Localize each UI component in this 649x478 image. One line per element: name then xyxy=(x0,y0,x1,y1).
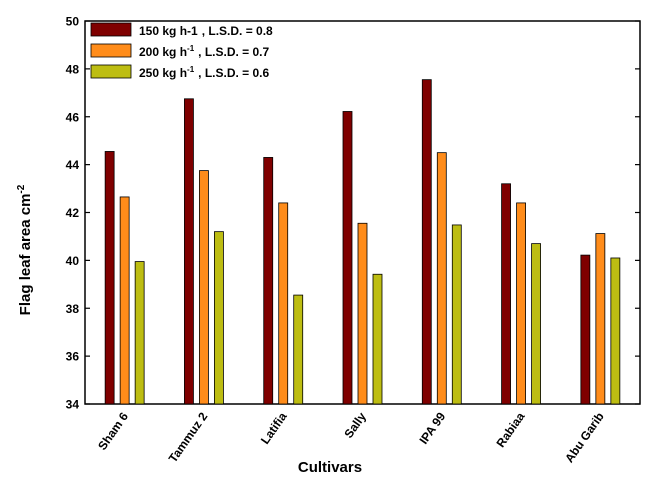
bars xyxy=(104,79,621,405)
y-tick-label: 48 xyxy=(66,62,80,76)
x-axis-label: Cultivars xyxy=(298,459,362,476)
x-tick-label: Sally xyxy=(341,409,369,440)
legend-series-name: 150 kg h-1 xyxy=(139,24,198,38)
y-axis-label: Flag leaf area cm-2 xyxy=(16,184,34,315)
legend-lsd: , L.S.D. = 0.6 xyxy=(198,66,269,80)
bar xyxy=(119,196,130,405)
bar xyxy=(134,261,145,405)
bar xyxy=(342,111,353,405)
legend-swatch xyxy=(90,64,132,79)
legend-label: 200 kg h-1, L.S.D. = 0.7 xyxy=(139,44,270,59)
y-axis-label-text: Flag leaf area cm xyxy=(17,194,34,316)
bar xyxy=(199,170,209,405)
bar xyxy=(293,294,304,405)
y-tick-label: 40 xyxy=(66,254,80,268)
y-tick-label: 44 xyxy=(66,158,80,172)
bar xyxy=(263,157,274,405)
legend-swatch xyxy=(90,43,132,58)
x-tick-label: Abu Garib xyxy=(562,410,607,466)
legend-lsd: , L.S.D. = 0.8 xyxy=(202,24,273,38)
x-axis: Sham 6 Tammuz 2 Latifia Sally IPA 99 Rabiaa Ab… xyxy=(95,399,607,465)
bar xyxy=(184,98,194,405)
legend-label: 250 kg h-1, L.S.D. = 0.6 xyxy=(139,65,270,80)
y-tick-label: 42 xyxy=(66,206,80,220)
bar xyxy=(580,254,591,405)
bar xyxy=(595,233,606,405)
legend-swatch xyxy=(90,22,132,37)
y-tick-label: 46 xyxy=(66,110,80,124)
legend-lsd: , L.S.D. = 0.7 xyxy=(198,45,269,59)
x-tick-label: Rabiaa xyxy=(493,409,527,450)
legend-series-name: 200 kg h xyxy=(139,45,187,59)
bar xyxy=(357,222,368,405)
y-tick-label: 34 xyxy=(66,398,80,412)
x-tick-label: Latifia xyxy=(258,409,290,446)
legend-superscript: -1 xyxy=(187,65,195,74)
bar xyxy=(278,202,289,405)
bar xyxy=(436,152,447,405)
bar xyxy=(421,79,432,405)
y-tick-label: 36 xyxy=(66,350,80,364)
x-tick-label: Tammuz 2 xyxy=(166,409,211,465)
y-axis: 34 36 38 40 42 44 46 48 50 xyxy=(66,15,640,412)
bar xyxy=(214,231,224,405)
legend-label: 150 kg h-1 , L.S.D. = 0.8 xyxy=(139,24,273,38)
bar xyxy=(104,151,115,405)
bar xyxy=(451,224,462,405)
x-tick-label: IPA 99 xyxy=(416,409,448,446)
bar xyxy=(501,183,511,405)
bar xyxy=(610,257,621,405)
y-tick-label: 50 xyxy=(66,15,80,29)
legend-series-name: 250 kg h xyxy=(139,66,187,80)
bar xyxy=(531,243,541,405)
bar xyxy=(372,273,383,405)
y-axis-label-superscript: -2 xyxy=(16,184,27,193)
bar xyxy=(516,202,526,405)
legend-superscript: -1 xyxy=(187,44,195,53)
x-tick-label: Sham 6 xyxy=(95,409,131,452)
y-tick-label: 38 xyxy=(66,302,80,316)
